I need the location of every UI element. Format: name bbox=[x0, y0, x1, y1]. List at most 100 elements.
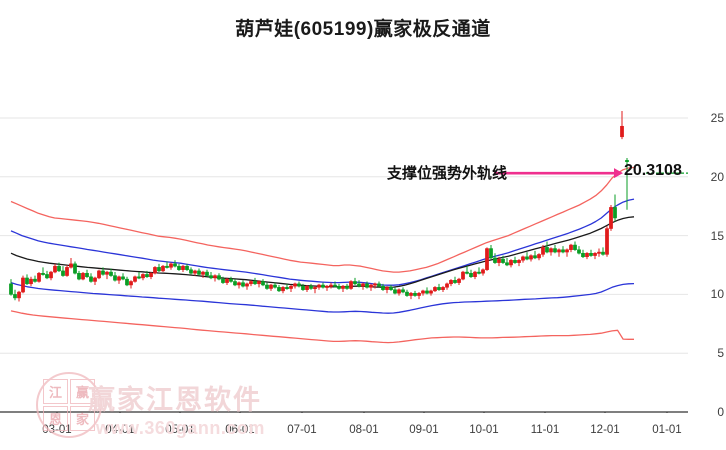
candle-body bbox=[193, 270, 197, 274]
x-axis-tick-label: 07-01 bbox=[287, 424, 317, 436]
candle-body bbox=[289, 285, 293, 289]
candle-body bbox=[97, 270, 101, 279]
candle-body bbox=[69, 263, 73, 268]
candle-body bbox=[21, 277, 25, 293]
candle-body bbox=[469, 272, 473, 278]
candle-body bbox=[533, 255, 537, 259]
candle-body bbox=[37, 272, 41, 282]
band-line-band_upper_outer bbox=[10, 166, 635, 273]
candle-body bbox=[333, 284, 337, 287]
band-line-band_upper_inner bbox=[10, 198, 635, 286]
x-axis-tick-label: 06-01 bbox=[225, 424, 255, 436]
candle-body bbox=[73, 263, 77, 274]
chart-plot-area[interactable] bbox=[0, 55, 688, 413]
candle-body bbox=[477, 271, 481, 274]
candle-body bbox=[153, 267, 157, 274]
y-axis-tick-label: 0 bbox=[717, 405, 724, 419]
candle-body bbox=[65, 267, 69, 276]
candle-body bbox=[553, 248, 557, 253]
candle-body bbox=[173, 263, 177, 267]
candle-body bbox=[461, 271, 465, 280]
candle-body bbox=[381, 285, 385, 290]
candle-body bbox=[41, 272, 45, 275]
candle-body bbox=[49, 271, 53, 279]
candle-body bbox=[493, 257, 497, 263]
candle-body bbox=[373, 283, 377, 286]
candle-body bbox=[237, 282, 241, 286]
candle-body bbox=[53, 265, 57, 273]
candle-body bbox=[369, 284, 373, 288]
candle-body bbox=[313, 287, 317, 289]
candle-body bbox=[113, 275, 117, 281]
candle-body bbox=[401, 289, 405, 293]
candle-body bbox=[225, 278, 229, 283]
candle-body bbox=[129, 281, 133, 286]
watermark-logo-char-3: 恩 bbox=[43, 406, 68, 431]
candle-body bbox=[197, 270, 201, 275]
candle-body bbox=[601, 251, 605, 255]
y-axis-tick-label: 5 bbox=[717, 346, 724, 361]
candle-body bbox=[57, 265, 61, 272]
candle-body bbox=[497, 258, 501, 263]
candle-body bbox=[609, 207, 613, 229]
watermark-logo-char-2: 赢 bbox=[70, 379, 95, 404]
x-axis-tick-label: 01-01 bbox=[652, 424, 682, 436]
x-axis-tick-label: 11-01 bbox=[530, 424, 560, 436]
candle-body bbox=[161, 265, 165, 272]
page-title: 葫芦娃(605199)赢家极反通道 bbox=[235, 19, 491, 40]
watermark-logo-char-1: 江 bbox=[43, 379, 68, 404]
candlestick-chart-svg bbox=[0, 110, 688, 413]
candle-body bbox=[81, 272, 85, 280]
candle-body bbox=[29, 278, 33, 285]
candle-body bbox=[557, 249, 561, 253]
candle-body bbox=[105, 271, 109, 275]
candle-body bbox=[169, 263, 173, 268]
candle-body bbox=[365, 283, 369, 288]
x-axis-tick-label: 08-01 bbox=[349, 424, 379, 436]
y-axis-tick-label: 15 bbox=[710, 228, 724, 243]
candle-body bbox=[529, 255, 533, 260]
candle-body bbox=[361, 283, 365, 287]
candle-body bbox=[33, 278, 37, 282]
candle-body bbox=[85, 272, 89, 278]
candle-body bbox=[425, 290, 429, 294]
watermark-brand: 赢家江恩软件 bbox=[88, 385, 262, 415]
candle-body bbox=[581, 252, 585, 258]
candle-body bbox=[589, 252, 593, 256]
candle-body bbox=[625, 160, 629, 162]
candle-body bbox=[521, 256, 525, 261]
candle-body bbox=[233, 281, 237, 286]
support-line-annotation-value: 20.3108 bbox=[624, 162, 682, 179]
candle-body bbox=[149, 272, 153, 278]
candle-body bbox=[209, 275, 213, 279]
candle-body bbox=[17, 291, 21, 299]
candle-body bbox=[605, 228, 609, 255]
candle-body bbox=[93, 277, 97, 282]
candle-body bbox=[537, 254, 541, 259]
candle-body bbox=[125, 278, 129, 286]
candle-body bbox=[25, 277, 29, 285]
candle-body bbox=[13, 294, 17, 299]
candle-body bbox=[517, 260, 521, 263]
candle-body bbox=[561, 249, 565, 253]
candle-body bbox=[121, 276, 125, 280]
candle-body bbox=[457, 278, 461, 283]
candle-body bbox=[577, 249, 581, 254]
candle-body bbox=[513, 260, 517, 263]
candle-body bbox=[185, 265, 189, 270]
x-axis-tick-label: 09-01 bbox=[409, 424, 439, 436]
candle-body bbox=[449, 280, 453, 285]
candle-body bbox=[565, 249, 569, 253]
candle-body bbox=[593, 252, 597, 256]
candle-body bbox=[109, 271, 113, 276]
candle-body bbox=[265, 284, 269, 289]
candle-body bbox=[357, 283, 361, 287]
candle-body bbox=[229, 278, 233, 282]
candle-body bbox=[501, 258, 505, 263]
candle-body bbox=[417, 292, 421, 296]
candle-body bbox=[45, 274, 49, 279]
candle-body bbox=[181, 265, 185, 270]
candle-body bbox=[273, 284, 277, 288]
candle-body bbox=[329, 284, 333, 287]
candle-body bbox=[201, 271, 205, 275]
